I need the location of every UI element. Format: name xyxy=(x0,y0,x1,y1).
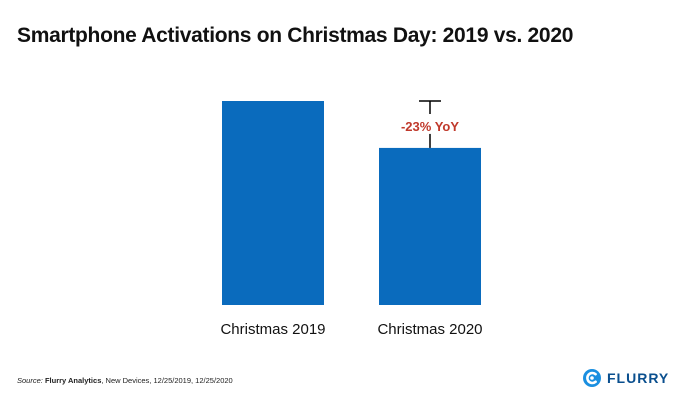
flurry-logo-text: FLURRY xyxy=(607,370,670,386)
category-label-1: Christmas 2019 xyxy=(220,321,325,338)
bar-2 xyxy=(379,147,481,305)
chart-title: Smartphone Activations on Christmas Day:… xyxy=(17,24,574,47)
flurry-logo-icon xyxy=(583,369,601,387)
source-label: Source: xyxy=(17,376,43,385)
source-note: Source: Flurry Analytics, New Devices, 1… xyxy=(17,376,233,385)
yoy-annotation: -23% YoY xyxy=(401,119,459,134)
flurry-logo: FLURRY xyxy=(582,368,669,388)
category-label-2: Christmas 2020 xyxy=(377,321,482,338)
bar-1 xyxy=(222,101,324,305)
source-brand: Flurry Analytics xyxy=(44,376,102,385)
source-details: , New Devices, 12/25/2019, 12/25/2020 xyxy=(101,376,233,385)
